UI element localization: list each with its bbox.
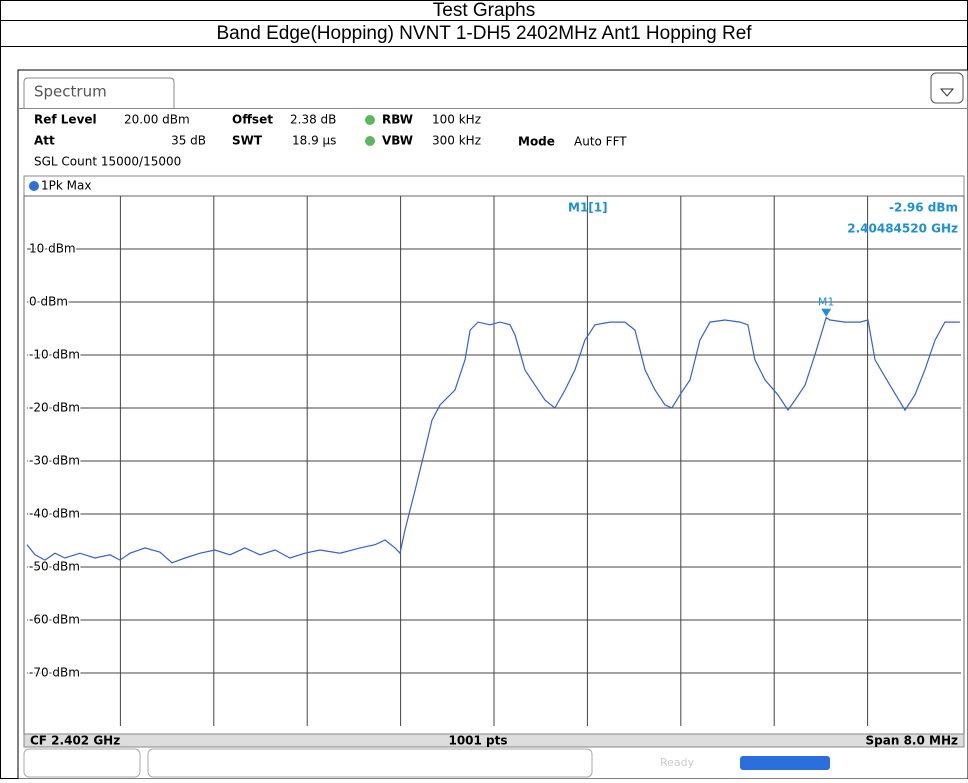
footer-center: 1001 pts [448, 734, 507, 748]
status-dot [365, 115, 375, 125]
marker-name: M1 [818, 296, 835, 309]
status-box [23, 748, 141, 778]
status-text: Ready [660, 756, 695, 769]
status-dot [365, 136, 375, 146]
setting: 20.00 dBm [124, 113, 190, 127]
setting: Auto FFT [574, 135, 627, 149]
header-subtitle: Band Edge(Hopping) NVNT 1-DH5 2402MHz An… [216, 23, 752, 44]
setting: 18.9 µs [292, 134, 336, 148]
trace-bar [23, 175, 965, 197]
marker-readout: M1[1] [568, 201, 608, 215]
footer-bar [23, 733, 965, 748]
y-tick-label: 10 dBm [29, 242, 76, 256]
footer-left: CF 2.402 GHz [30, 734, 120, 748]
setting: 100 kHz [432, 113, 481, 127]
menu-button[interactable] [930, 72, 964, 104]
setting: 300 kHz [432, 134, 481, 148]
y-tick-label: -70 dBm [29, 666, 80, 680]
menu-icon [939, 88, 955, 97]
marker-value: -2.96 dBm [889, 201, 958, 215]
trace-label: 1Pk Max [41, 179, 91, 193]
y-tick-label: -50 dBm [29, 560, 80, 574]
setting: Ref Level [34, 113, 97, 127]
setting: SWT [232, 134, 263, 148]
status-box [147, 748, 593, 778]
y-tick-label: -60 dBm [29, 613, 80, 627]
progress-bar [740, 756, 830, 770]
tab-label: Spectrum [34, 83, 107, 101]
tab [23, 77, 175, 108]
setting: VBW [382, 134, 413, 148]
setting: 2.38 dB [290, 113, 336, 127]
setting: 35 dB [171, 134, 206, 148]
marker-freq: 2.40484520 GHz [847, 222, 958, 236]
footer-right: Span 8.0 MHz [866, 734, 958, 748]
sweep-count: SGL Count 15000/15000 [34, 155, 181, 169]
y-tick-label: -10 dBm [29, 348, 80, 362]
trace-line [26, 316, 960, 564]
setting: Mode [518, 135, 555, 149]
header-title: Test Graphs [433, 0, 535, 21]
trace-dot [29, 181, 39, 191]
y-tick-label: -30 dBm [29, 454, 80, 468]
setting: Offset [232, 113, 273, 127]
y-tick-label: 0 dBm [29, 295, 68, 309]
y-tick-label: -40 dBm [29, 507, 80, 521]
setting: RBW [382, 113, 413, 127]
marker [821, 308, 832, 317]
setting: Att [34, 134, 55, 148]
y-tick-label: -20 dBm [29, 401, 80, 415]
